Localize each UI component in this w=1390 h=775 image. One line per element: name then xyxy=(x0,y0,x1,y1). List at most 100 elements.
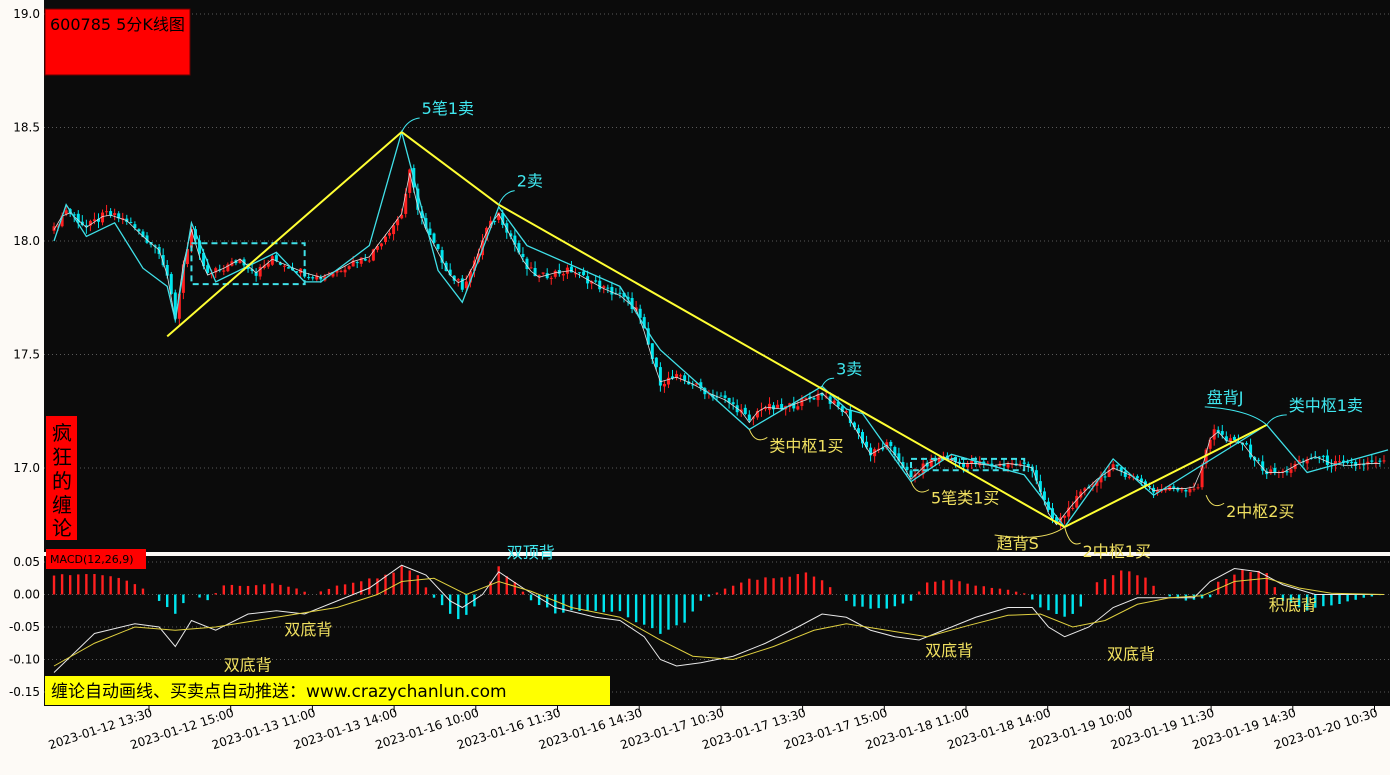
zhongshu-box xyxy=(910,457,1026,472)
candle-body xyxy=(958,461,962,464)
brand-box: 疯 狂 的 缠 论 xyxy=(46,416,77,540)
candle-body xyxy=(662,383,666,387)
candle-body xyxy=(897,453,901,461)
candle-body xyxy=(1018,463,1022,465)
annotation-label: 盘背J xyxy=(1207,388,1244,407)
candle-body xyxy=(92,219,96,222)
candle-body xyxy=(800,398,804,407)
candle-body xyxy=(840,406,844,413)
candle-body xyxy=(1188,488,1192,493)
candle-body xyxy=(792,402,796,409)
macd-label: MACD(12,26,9) xyxy=(50,553,134,566)
candle-body xyxy=(1095,480,1099,486)
annotation-label: 5笔1卖 xyxy=(422,99,474,118)
candle-body xyxy=(1305,459,1309,464)
candle-body xyxy=(1022,462,1026,465)
brand-char: 狂 xyxy=(52,445,72,469)
candle-body xyxy=(1192,488,1196,490)
annotation-label: 2中枢2买 xyxy=(1226,502,1294,521)
candle-body xyxy=(76,213,80,223)
annotation-arrow xyxy=(1064,526,1081,545)
candle-body xyxy=(404,193,408,214)
annotation-arrow xyxy=(910,481,930,493)
candle-body xyxy=(1350,461,1354,464)
macd-tick-label: -0.15 xyxy=(9,685,40,699)
candle-body xyxy=(1071,507,1075,509)
candle-body xyxy=(909,470,913,477)
candle-body xyxy=(60,215,64,227)
candle-body xyxy=(185,249,189,265)
price-tick-label: 17.5 xyxy=(13,348,40,362)
candle-body xyxy=(1281,470,1285,472)
candle-body xyxy=(590,281,594,284)
candle-body xyxy=(145,235,149,243)
candle-body xyxy=(1172,486,1176,489)
brand-char: 论 xyxy=(52,516,72,540)
candle-body xyxy=(1366,461,1370,465)
candle-body xyxy=(1184,489,1188,492)
candle-body xyxy=(1127,476,1131,478)
candle-body xyxy=(1289,469,1293,473)
candle-body xyxy=(161,255,165,266)
candle-body xyxy=(501,212,505,225)
candle-body xyxy=(780,404,784,410)
candle-body xyxy=(1297,459,1301,463)
candle-body xyxy=(250,269,254,271)
candle-body xyxy=(925,462,929,467)
candle-body xyxy=(513,235,517,245)
title-box: 600785 5分K线图 xyxy=(44,8,191,76)
candle-body xyxy=(836,401,840,407)
candle-body xyxy=(1156,490,1160,493)
annotation-label: 类中枢1买 xyxy=(769,436,843,455)
candle-body xyxy=(1378,460,1382,462)
candle-body xyxy=(189,229,193,248)
candle-body xyxy=(379,243,383,247)
annotation-label: 2中枢1买 xyxy=(1083,542,1151,561)
annotation-label: 3卖 xyxy=(836,359,862,378)
candle-body xyxy=(1232,436,1236,441)
candle-body xyxy=(521,253,525,257)
candle-body xyxy=(687,381,691,385)
candle-body xyxy=(153,245,157,247)
candle-body xyxy=(133,224,137,229)
candle-body xyxy=(52,226,56,231)
candle-body xyxy=(388,232,392,236)
candle-body xyxy=(1006,464,1010,468)
candle-body xyxy=(1002,463,1006,467)
candle-body xyxy=(1180,489,1184,491)
candle-body xyxy=(1374,462,1378,464)
candle-body xyxy=(553,270,557,277)
candle-body xyxy=(1123,471,1127,477)
candle-body xyxy=(1285,471,1289,473)
candle-body xyxy=(1293,463,1297,469)
annotation-arrow xyxy=(994,526,1065,538)
candle-body xyxy=(315,275,319,280)
candle-body xyxy=(804,398,808,400)
candle-body xyxy=(141,231,145,238)
candle-body xyxy=(598,280,602,290)
candle-body xyxy=(719,395,723,397)
candle-body xyxy=(270,256,274,265)
candle-body xyxy=(650,343,654,360)
candle-body xyxy=(351,260,355,267)
candle-body xyxy=(917,473,921,475)
candle-body xyxy=(1115,464,1119,467)
candle-body xyxy=(432,233,436,243)
candle-body xyxy=(355,262,359,264)
macd-dif-line xyxy=(53,564,1384,673)
candle-body xyxy=(978,461,982,466)
banner-text[interactable]: 缠论自动画线、买卖点自动推送：www.crazychanlun.com xyxy=(51,682,507,702)
candle-body xyxy=(375,246,379,250)
candle-body xyxy=(747,414,751,421)
candle-body xyxy=(594,280,598,282)
candle-body xyxy=(177,293,181,319)
candle-body xyxy=(286,267,290,269)
candle-body xyxy=(311,277,315,279)
candle-body xyxy=(497,212,501,220)
macd-annotation-label: 双底背 xyxy=(925,641,973,660)
candle-body xyxy=(1026,463,1030,467)
candle-body xyxy=(772,405,776,410)
candle-body xyxy=(1382,460,1386,462)
